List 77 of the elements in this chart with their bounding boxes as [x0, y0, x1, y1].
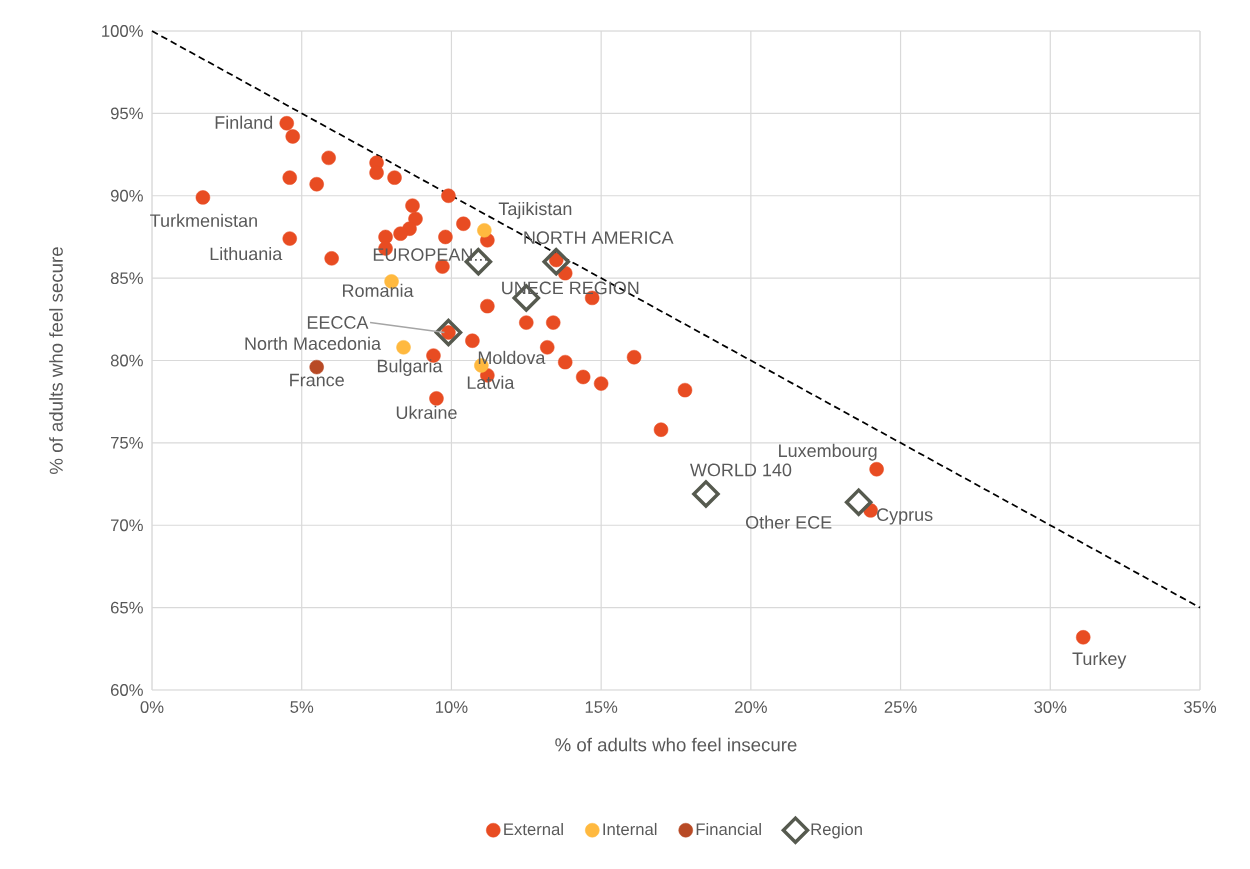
annotation: Bulgaria [377, 359, 443, 376]
annotation: Luxembourg [779, 443, 877, 461]
point [396, 340, 411, 355]
point [519, 315, 534, 330]
point [321, 150, 336, 166]
annotation: Lithuania [210, 246, 283, 261]
point [1076, 630, 1091, 645]
x-axis-title: % of adults who feel insecure [555, 737, 797, 752]
annotation: North Macedonia [245, 336, 382, 350]
point [441, 325, 456, 340]
x-tick-label: 0% [140, 701, 164, 713]
point [692, 480, 720, 508]
y-tick-label: 90% [110, 189, 143, 202]
point [549, 252, 564, 268]
point [441, 188, 456, 203]
y-tick-label: 100% [102, 25, 143, 37]
point [429, 391, 444, 406]
y-tick-label: 65% [110, 601, 143, 614]
point [844, 488, 873, 516]
y-tick-label: 75% [111, 437, 143, 449]
point [282, 170, 297, 185]
legend-label: Financial [696, 822, 761, 836]
point [869, 462, 884, 477]
point [653, 422, 669, 437]
point [309, 177, 324, 192]
x-tick-label: 10% [436, 701, 468, 713]
legend-label: Region [811, 822, 862, 839]
annotation: NORTH AMERICA [524, 231, 674, 245]
annotation: Latvia [467, 375, 515, 389]
point [465, 333, 480, 348]
point [542, 247, 571, 276]
legend-label: Internal [603, 822, 657, 836]
point [405, 198, 420, 213]
annotation: Tajikistan [498, 201, 572, 219]
y-tick-label: 60% [110, 684, 143, 696]
point [558, 354, 573, 370]
x-tick-label: 20% [735, 701, 767, 713]
point [393, 226, 408, 241]
point [285, 129, 300, 144]
x-tick-label: 30% [1034, 701, 1067, 713]
y-tick-label: 85% [110, 272, 143, 285]
point [282, 231, 297, 246]
point [387, 170, 402, 185]
annotation: Ukraine [396, 405, 457, 419]
point [369, 165, 384, 180]
annotation: Cyprus [877, 508, 933, 525]
point [456, 216, 471, 231]
point [677, 382, 693, 398]
x-tick-label: 5% [290, 701, 314, 713]
y-tick-label: 95% [110, 107, 143, 120]
y-axis-title: % of adults who feel secure [49, 247, 63, 474]
x-tick-label: 35% [1183, 701, 1217, 713]
annotation: Finland [215, 115, 273, 129]
point [324, 251, 339, 266]
point [546, 315, 561, 330]
annotation: France [290, 373, 344, 387]
y-tick-label: 80% [110, 354, 143, 367]
point [575, 369, 591, 385]
annotation: WORLD 140 [690, 463, 792, 477]
point [195, 190, 211, 205]
point [438, 229, 453, 245]
annotation: Turkmenistan [150, 213, 257, 227]
annotation: EECCA [307, 316, 369, 329]
point [480, 298, 495, 314]
legend-label: External [504, 822, 563, 836]
point [477, 223, 492, 238]
annotation: Other ECE [746, 515, 832, 529]
y-tick-label: 70% [111, 519, 143, 532]
point [279, 116, 294, 131]
annotation: Moldova [478, 350, 546, 365]
point [593, 376, 609, 391]
annotation: Turkey [1072, 651, 1127, 669]
point [626, 350, 642, 365]
x-tick-label: 25% [884, 701, 917, 713]
x-tick-label: 15% [585, 701, 618, 713]
annotation: Romania [343, 283, 414, 298]
point [434, 318, 463, 347]
